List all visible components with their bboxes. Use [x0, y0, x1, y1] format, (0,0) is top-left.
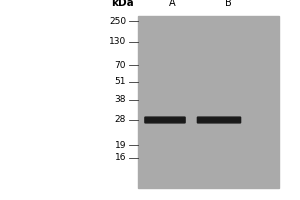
Text: 51: 51 [115, 77, 126, 86]
FancyBboxPatch shape [197, 117, 241, 123]
Bar [138, 16, 279, 188]
Text: 130: 130 [109, 38, 126, 46]
Text: B: B [225, 0, 231, 8]
Text: 16: 16 [115, 154, 126, 162]
Text: A: A [169, 0, 176, 8]
Text: kDa: kDa [112, 0, 134, 8]
Text: 28: 28 [115, 116, 126, 124]
Text: 19: 19 [115, 140, 126, 149]
Text: 250: 250 [109, 17, 126, 25]
Text: 70: 70 [115, 60, 126, 70]
Text: 38: 38 [115, 96, 126, 104]
FancyBboxPatch shape [145, 117, 185, 123]
